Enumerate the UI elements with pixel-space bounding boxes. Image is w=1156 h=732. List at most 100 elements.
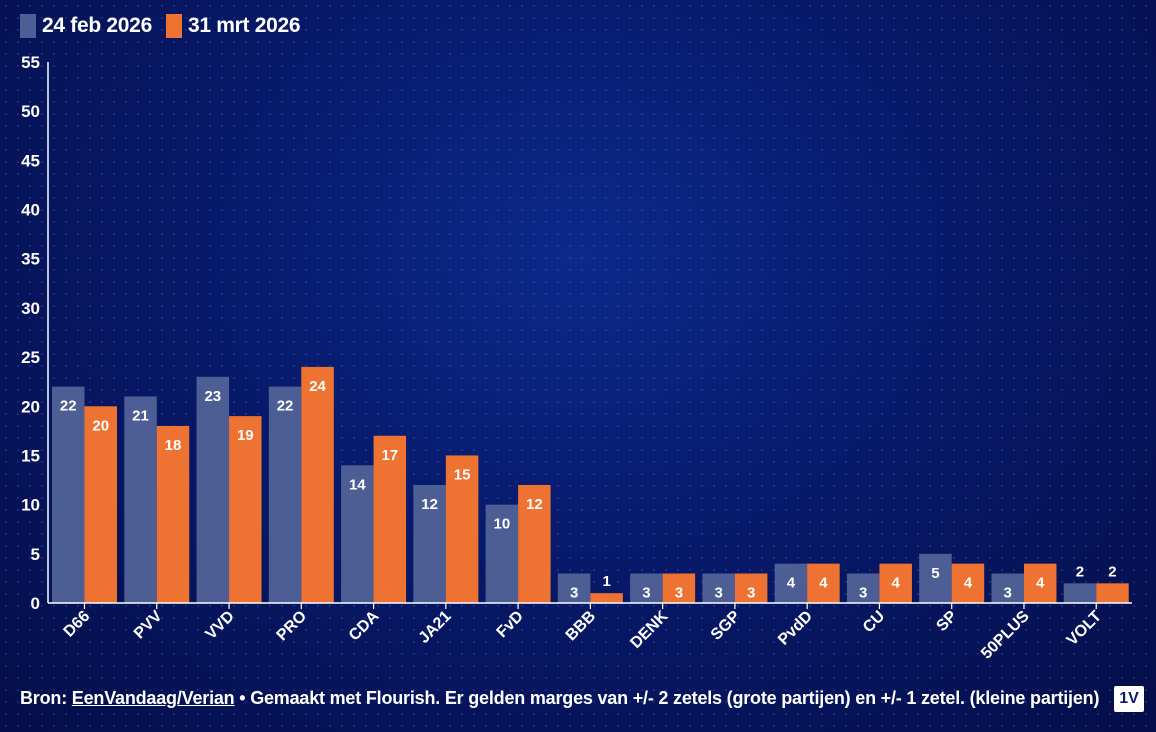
legend-label-series-2: 31 mrt 2026 (187, 14, 301, 37)
y-tick-label: 45 (21, 151, 40, 170)
data-label-cda-series-1: 14 (349, 476, 366, 493)
bar-vvd-series-1[interactable] (196, 376, 230, 603)
bar-pvv-series-2[interactable] (156, 425, 190, 603)
data-label-volt-series-2: 2 (1108, 563, 1116, 580)
data-label-ja21-series-2: 15 (454, 466, 471, 483)
x-tick-label-denk: DENK (627, 607, 671, 651)
data-label-d66-series-1: 22 (60, 398, 77, 415)
data-label-cu-series-2: 4 (892, 575, 901, 592)
footer-note: • Gemaakt met Flourish. Er gelden marges… (234, 688, 1100, 708)
bar-sgp-series-1[interactable] (702, 573, 735, 603)
bar-pvdd-series-2[interactable] (807, 563, 840, 603)
y-tick-label: 0 (31, 594, 40, 613)
x-tick-label-cu: CU (860, 608, 888, 636)
bar-bbb-series-1[interactable] (557, 573, 591, 603)
x-tick-label-50plus: 50PLUS (978, 608, 1033, 663)
bar-bbb-series-2[interactable] (590, 593, 623, 603)
data-label-fvd-series-1: 10 (494, 516, 511, 533)
data-label-pvdd-series-1: 4 (787, 575, 796, 592)
bar-fvd-series-2[interactable] (518, 484, 551, 603)
data-label-cda-series-2: 17 (381, 447, 398, 464)
y-tick-label: 35 (21, 250, 40, 269)
legend-label-series-1: 24 feb 2026 (42, 14, 152, 37)
bar-sgp-series-2[interactable] (734, 573, 768, 603)
y-tick-label: 25 (21, 348, 40, 367)
bar-d66-series-1[interactable] (52, 386, 85, 603)
bar-denk-series-2[interactable] (662, 573, 696, 603)
bar-50plus-series-2[interactable] (1023, 563, 1057, 603)
legend-swatch-series-2 (165, 14, 182, 38)
data-label-d66-series-2: 20 (92, 417, 109, 434)
data-label-pro-series-1: 22 (277, 398, 294, 415)
data-label-cu-series-1: 3 (859, 584, 867, 601)
bar-denk-series-1[interactable] (630, 573, 663, 603)
x-tick-label-fvd: FvD (494, 608, 527, 641)
bar-50plus-series-1[interactable] (991, 573, 1024, 603)
data-label-sp-series-1: 5 (931, 565, 939, 582)
data-label-50plus-series-2: 4 (1036, 575, 1045, 592)
x-tick-label-d66: D66 (61, 608, 94, 641)
data-label-denk-series-2: 3 (675, 584, 683, 601)
footer-prefix: Bron: (20, 688, 72, 708)
source-link[interactable]: EenVandaag/Verian (71, 688, 235, 708)
bar-ja21-series-2[interactable] (445, 455, 479, 603)
x-tick-label-vvd: VVD (203, 608, 238, 643)
data-label-pro-series-2: 24 (309, 378, 326, 395)
data-label-bbb-series-2: 1 (602, 573, 610, 590)
x-tick-label-pvv: PVV (131, 608, 166, 643)
x-tick-label-pro: PRO (274, 608, 311, 645)
x-tick-label-sp: SP (933, 608, 960, 635)
bar-cda-series-1[interactable] (341, 465, 374, 603)
x-tick-label-cda: CDA (346, 607, 383, 644)
bar-volt-series-1[interactable] (1063, 583, 1097, 603)
x-tick-label-volt: VOLT (1064, 608, 1106, 650)
data-label-sgp-series-2: 3 (747, 584, 755, 601)
bar-vvd-series-2[interactable] (229, 416, 262, 603)
y-tick-label: 5 (31, 545, 40, 564)
data-label-vvd-series-2: 19 (237, 427, 254, 444)
bar-cu-series-2[interactable] (879, 563, 912, 603)
y-tick-label: 55 (21, 53, 40, 72)
legend-item-series-1[interactable]: 24 feb 2026 (20, 14, 152, 38)
y-tick-label: 15 (21, 446, 40, 465)
data-label-ja21-series-1: 12 (421, 496, 438, 513)
data-label-volt-series-1: 2 (1076, 563, 1084, 580)
bar-pro-series-1[interactable] (268, 386, 302, 603)
legend-swatch-series-1 (20, 14, 36, 38)
data-label-pvv-series-1: 21 (132, 407, 149, 424)
bar-cda-series-2[interactable] (373, 435, 407, 603)
legend-item-series-2[interactable]: 31 mrt 2026 (165, 14, 301, 38)
bar-d66-series-2[interactable] (84, 406, 118, 603)
data-label-sgp-series-1: 3 (714, 584, 722, 601)
data-label-bbb-series-1: 3 (570, 584, 578, 601)
bar-sp-series-2[interactable] (951, 563, 985, 603)
source-footer: Bron: EenVandaag/Verian • Gemaakt met Fl… (20, 688, 1099, 709)
x-tick-label-ja21: JA21 (416, 608, 455, 647)
bar-fvd-series-1[interactable] (485, 504, 519, 603)
bar-ja21-series-1[interactable] (413, 484, 446, 603)
y-tick-label: 10 (21, 496, 40, 515)
x-tick-label-sgp: SGP (708, 608, 744, 644)
eenvandaag-logo-icon[interactable]: 1V (1114, 686, 1144, 712)
y-tick-label: 50 (21, 102, 40, 121)
logo-text: 1V (1119, 690, 1139, 707)
data-label-pvv-series-2: 18 (165, 437, 182, 454)
y-tick-label: 30 (21, 299, 40, 318)
x-tick-label-bbb: BBB (563, 608, 600, 645)
data-label-vvd-series-1: 23 (204, 388, 221, 405)
bar-cu-series-1[interactable] (846, 573, 880, 603)
bar-pvdd-series-1[interactable] (774, 563, 808, 603)
bar-pvv-series-1[interactable] (124, 396, 157, 603)
x-tick-label-pvdd: PvdD (775, 608, 816, 649)
data-label-denk-series-1: 3 (642, 584, 650, 601)
y-tick-label: 40 (21, 201, 40, 220)
chart-legend: 24 feb 2026 31 mrt 2026 (20, 14, 301, 38)
bar-pro-series-2[interactable] (301, 366, 334, 603)
data-label-pvdd-series-2: 4 (819, 575, 828, 592)
data-label-fvd-series-2: 12 (526, 496, 543, 513)
data-label-sp-series-2: 4 (964, 575, 973, 592)
bar-volt-series-2[interactable] (1096, 583, 1129, 603)
data-label-50plus-series-1: 3 (1004, 584, 1012, 601)
bar-sp-series-1[interactable] (919, 553, 952, 603)
